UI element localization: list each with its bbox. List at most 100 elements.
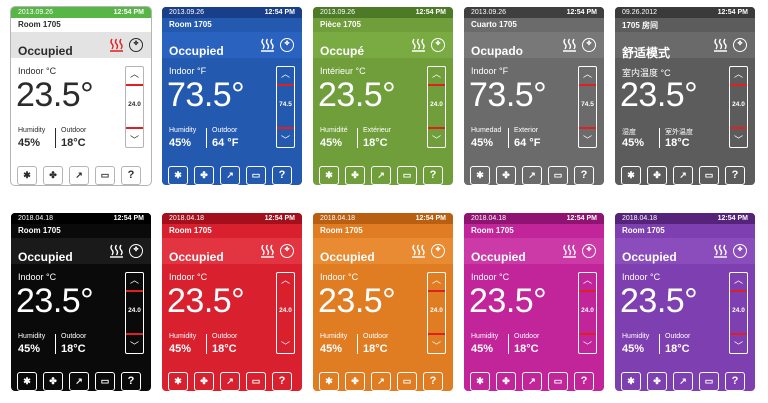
message-button[interactable]: ▭ xyxy=(246,166,266,185)
chevron-down-icon[interactable]: ﹀ xyxy=(582,135,592,145)
fan-speed-icon[interactable]: ✤ xyxy=(129,244,143,258)
temperature-button[interactable]: ↗ xyxy=(673,166,693,185)
mode-button[interactable]: ✱ xyxy=(319,166,339,185)
fan-button[interactable]: ✤ xyxy=(43,372,63,391)
setpoint-slider[interactable]: ︿ 24.0 ﹀ xyxy=(125,272,144,354)
help-button[interactable]: ? xyxy=(423,372,443,391)
setpoint-slider[interactable]: ︿ 74.5 ﹀ xyxy=(276,66,295,148)
question-icon: ? xyxy=(429,375,437,387)
help-button[interactable]: ? xyxy=(423,166,443,185)
chat-bubble-icon: ▭ xyxy=(100,376,110,386)
setpoint-low-marker xyxy=(126,127,143,129)
mode-button[interactable]: ✱ xyxy=(168,372,188,391)
message-button[interactable]: ▭ xyxy=(95,166,115,185)
setpoint-slider[interactable]: ︿ 24.0 ﹀ xyxy=(276,272,295,354)
chevron-up-icon[interactable]: ︿ xyxy=(733,69,743,79)
help-button[interactable]: ? xyxy=(121,166,141,185)
chevron-up-icon[interactable]: ︿ xyxy=(431,275,441,285)
fan-speed-icon[interactable]: ✤ xyxy=(431,38,445,52)
temperature-button[interactable]: ↗ xyxy=(371,166,391,185)
fan-speed-icon[interactable]: ✤ xyxy=(582,244,596,258)
help-button[interactable]: ? xyxy=(725,372,745,391)
setpoint-slider[interactable]: ︿ 24.0 ﹀ xyxy=(125,66,144,148)
mode-button[interactable]: ✱ xyxy=(470,372,490,391)
help-button[interactable]: ? xyxy=(272,166,292,185)
fan-speed-icon[interactable]: ✤ xyxy=(280,38,294,52)
fan-button[interactable]: ✤ xyxy=(647,166,667,185)
chevron-up-icon[interactable]: ︿ xyxy=(129,69,139,79)
message-button[interactable]: ▭ xyxy=(246,372,266,391)
fan-speed-icon[interactable]: ✤ xyxy=(582,38,596,52)
setpoint-slider[interactable]: ︿ 74.5 ﹀ xyxy=(578,66,597,148)
chevron-up-icon[interactable]: ︿ xyxy=(129,275,139,285)
outdoor-label: Outdoor xyxy=(212,333,238,340)
chevron-down-icon[interactable]: ﹀ xyxy=(431,341,441,351)
message-button[interactable]: ▭ xyxy=(548,166,568,185)
chevron-down-icon[interactable]: ﹀ xyxy=(280,341,290,351)
message-button[interactable]: ▭ xyxy=(397,166,417,185)
fan-speed-icon[interactable]: ✤ xyxy=(733,244,747,258)
help-button[interactable]: ? xyxy=(725,166,745,185)
temperature-button[interactable]: ↗ xyxy=(69,166,89,185)
message-button[interactable]: ▭ xyxy=(699,372,719,391)
help-button[interactable]: ? xyxy=(574,372,594,391)
temperature-button[interactable]: ↗ xyxy=(522,372,542,391)
chevron-down-icon[interactable]: ﹀ xyxy=(129,341,139,351)
message-button[interactable]: ▭ xyxy=(699,166,719,185)
setpoint-slider[interactable]: ︿ 24.0 ﹀ xyxy=(729,66,748,148)
fan-speed-icon[interactable]: ✤ xyxy=(733,38,747,52)
chevron-down-icon[interactable]: ﹀ xyxy=(733,135,743,145)
mode-button[interactable]: ✱ xyxy=(17,372,37,391)
temperature-button[interactable]: ↗ xyxy=(69,372,89,391)
temperature-button[interactable]: ↗ xyxy=(220,372,240,391)
fan-button[interactable]: ✤ xyxy=(194,372,214,391)
help-button[interactable]: ? xyxy=(121,372,141,391)
message-button[interactable]: ▭ xyxy=(397,372,417,391)
snowflake-icon: ✱ xyxy=(627,170,635,180)
temperature-button[interactable]: ↗ xyxy=(371,372,391,391)
help-button[interactable]: ? xyxy=(272,372,292,391)
mode-button[interactable]: ✱ xyxy=(621,166,641,185)
mode-button[interactable]: ✱ xyxy=(319,372,339,391)
chevron-up-icon[interactable]: ︿ xyxy=(733,275,743,285)
fan-button[interactable]: ✤ xyxy=(194,166,214,185)
fan-button[interactable]: ✤ xyxy=(496,166,516,185)
fan-button[interactable]: ✤ xyxy=(345,166,365,185)
mode-button[interactable]: ✱ xyxy=(17,166,37,185)
chevron-down-icon[interactable]: ﹀ xyxy=(431,135,441,145)
chevron-up-icon[interactable]: ︿ xyxy=(582,275,592,285)
time: 12:54 PM xyxy=(566,215,597,222)
help-button[interactable]: ? xyxy=(574,166,594,185)
mode-button[interactable]: ✱ xyxy=(168,166,188,185)
setpoint-slider[interactable]: ︿ 24.0 ﹀ xyxy=(729,272,748,354)
chevron-down-icon[interactable]: ﹀ xyxy=(129,135,139,145)
fan-button[interactable]: ✤ xyxy=(496,372,516,391)
chevron-up-icon[interactable]: ︿ xyxy=(431,69,441,79)
message-button[interactable]: ▭ xyxy=(548,372,568,391)
mode-button[interactable]: ✱ xyxy=(470,166,490,185)
fan-speed-icon[interactable]: ✤ xyxy=(129,38,143,52)
setpoint-slider[interactable]: ︿ 24.0 ﹀ xyxy=(427,272,446,354)
fan-button[interactable]: ✤ xyxy=(647,372,667,391)
chevron-down-icon[interactable]: ﹀ xyxy=(280,135,290,145)
temperature-icon: ↗ xyxy=(75,376,83,386)
temperature-button[interactable]: ↗ xyxy=(522,166,542,185)
temperature-button[interactable]: ↗ xyxy=(673,372,693,391)
fan-speed-icon[interactable]: ✤ xyxy=(431,244,445,258)
chevron-down-icon[interactable]: ﹀ xyxy=(733,341,743,351)
time: 12:54 PM xyxy=(264,9,295,16)
message-button[interactable]: ▭ xyxy=(95,372,115,391)
chevron-up-icon[interactable]: ︿ xyxy=(280,275,290,285)
mode-button[interactable]: ✱ xyxy=(621,372,641,391)
fan-speed-icon[interactable]: ✤ xyxy=(280,244,294,258)
chevron-down-icon[interactable]: ﹀ xyxy=(582,341,592,351)
temperature-button[interactable]: ↗ xyxy=(220,166,240,185)
chevron-up-icon[interactable]: ︿ xyxy=(280,69,290,79)
setpoint-value: 24.0 xyxy=(732,101,745,108)
chevron-up-icon[interactable]: ︿ xyxy=(582,69,592,79)
status-bar: 2018.04.18 12:54 PM xyxy=(615,213,755,224)
fan-button[interactable]: ✤ xyxy=(345,372,365,391)
fan-button[interactable]: ✤ xyxy=(43,166,63,185)
setpoint-slider[interactable]: ︿ 24.0 ﹀ xyxy=(578,272,597,354)
setpoint-slider[interactable]: ︿ 24.0 ﹀ xyxy=(427,66,446,148)
